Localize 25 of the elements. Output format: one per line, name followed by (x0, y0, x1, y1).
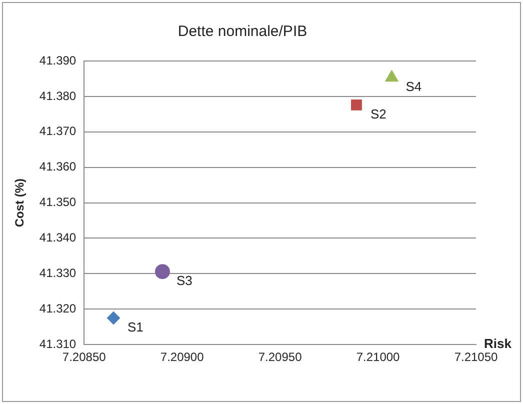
y-tick-label: 41.350 (39, 195, 76, 210)
y-tick-label: 41.310 (39, 336, 76, 351)
point (106, 312, 120, 325)
y-tick-label: 41.320 (39, 301, 76, 316)
x-tick-label: 7.21050 (454, 350, 498, 364)
series-label: S3 (176, 273, 192, 288)
x-tick-label: 7.21000 (356, 350, 400, 364)
x-axis-title: Risk (484, 336, 512, 352)
series-label: S1 (127, 320, 144, 335)
x-tick-label: 7.20850 (62, 350, 106, 364)
x-tick-label: 7.20950 (258, 350, 302, 364)
series-label: S2 (370, 106, 386, 122)
point (154, 264, 170, 280)
y-tick-label: 41.390 (39, 53, 76, 68)
y-tick-label: 41.330 (39, 266, 76, 280)
x-tick-label: 7.20900 (160, 350, 204, 364)
y-tick-label: 41.370 (39, 124, 76, 138)
y-axis-title: Cost (%) (12, 178, 27, 228)
y-tick-label: 41.340 (39, 230, 76, 245)
y-tick-label: 41.380 (39, 88, 76, 103)
point (351, 100, 362, 110)
series-label: S4 (406, 79, 422, 94)
y-tick-label: 41.360 (39, 160, 76, 174)
chart-title: Dette nominale/PIB (178, 23, 308, 40)
point (385, 70, 398, 82)
